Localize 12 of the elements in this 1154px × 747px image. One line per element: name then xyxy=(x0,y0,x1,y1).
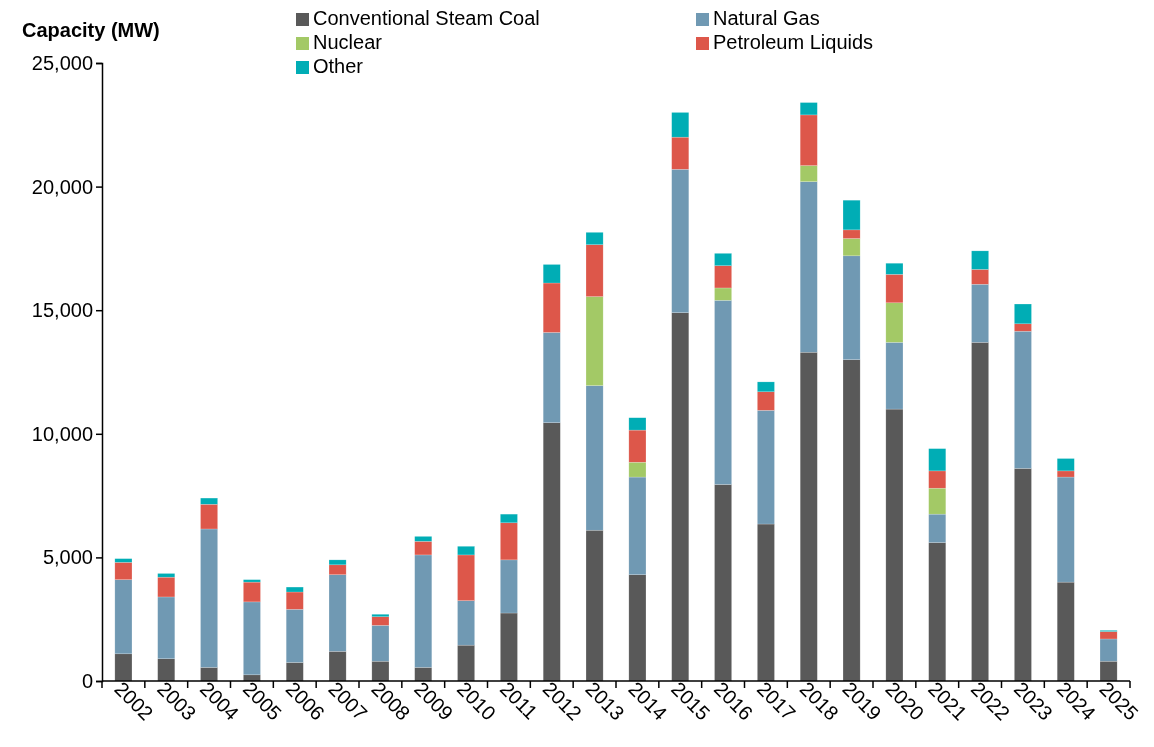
legend-label: Nuclear xyxy=(313,31,383,54)
y-tick-label: 15,000 xyxy=(31,299,93,322)
y-tick-label: 5,000 xyxy=(42,546,93,569)
y-tick-label: 20,000 xyxy=(31,175,93,198)
y-axis-title: Capacity (MW) xyxy=(22,19,160,41)
legend-label: Natural Gas xyxy=(713,7,820,30)
legend-label: Conventional Steam Coal xyxy=(313,7,540,30)
y-tick-label: 10,000 xyxy=(31,422,93,445)
legend-label: Petroleum Liquids xyxy=(713,31,874,54)
y-tick-label: 0 xyxy=(81,669,93,692)
legend-label: Other xyxy=(313,55,364,78)
y-tick-label: 25,000 xyxy=(31,51,93,74)
